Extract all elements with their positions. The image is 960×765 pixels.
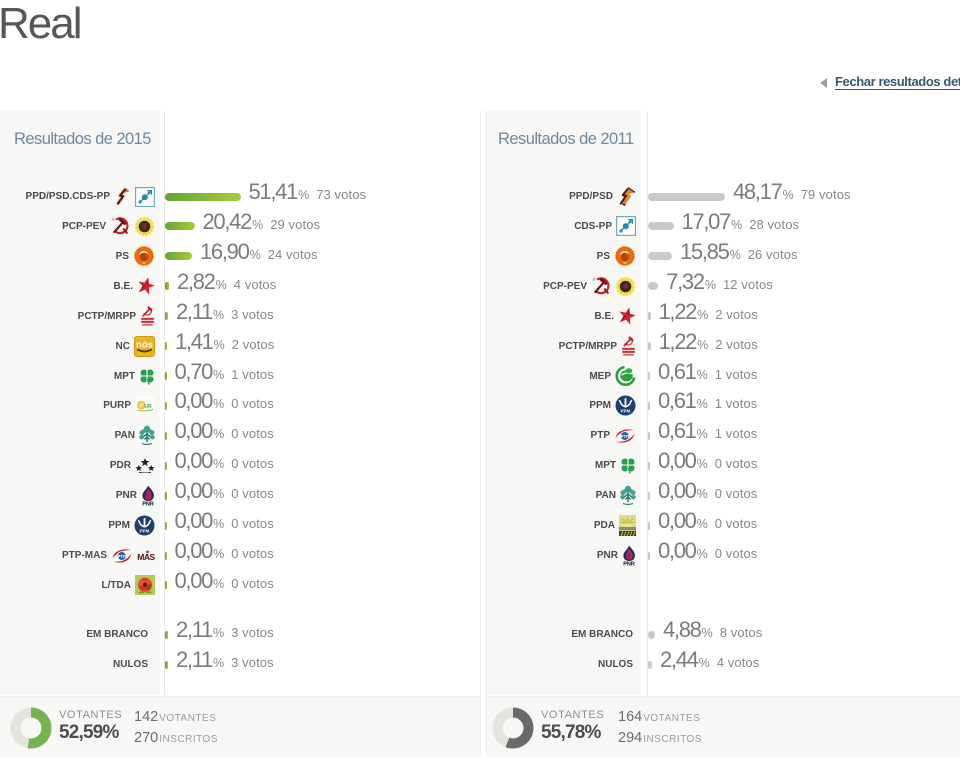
svg-text:MAS: MAS [137, 552, 155, 561]
svg-text:PPM: PPM [140, 529, 150, 534]
svg-text:PTP: PTP [621, 434, 629, 439]
svg-text:nós: nós [136, 339, 153, 350]
svg-text:PNR: PNR [142, 502, 154, 506]
svg-text:PPM: PPM [621, 409, 631, 414]
svg-text:PTP: PTP [118, 553, 126, 558]
svg-text:PNR: PNR [623, 562, 635, 566]
svg-text:UR: UR [144, 404, 152, 410]
